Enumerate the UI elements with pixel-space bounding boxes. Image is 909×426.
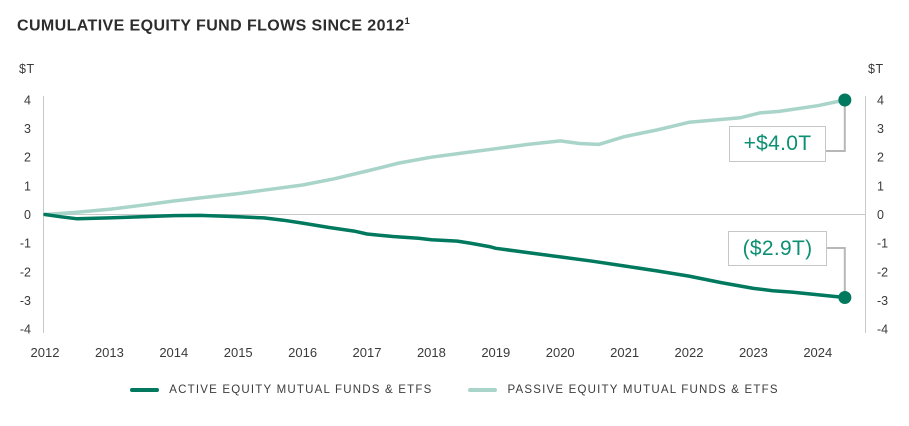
- y-tick-label-right: 2: [877, 151, 884, 165]
- active-series-end-dot: [838, 291, 852, 305]
- y-tick-label-left: 1: [24, 179, 31, 193]
- y-axis-unit-right: $T: [868, 62, 884, 76]
- y-tick-label-right: -4: [877, 323, 888, 337]
- x-tick-label: 2021: [610, 345, 639, 360]
- legend-label-passive: PASSIVE EQUITY MUTUAL FUNDS & ETFS: [507, 384, 779, 396]
- y-tick-label-left: 3: [24, 122, 31, 136]
- passive-endpoint-callout: +$4.0T: [729, 126, 826, 162]
- passive-series-line: [43, 98, 847, 217]
- y-tick-label-right: -2: [877, 265, 888, 279]
- x-tick-label: 2012: [31, 345, 60, 360]
- chart-title-text: CUMULATIVE EQUITY FUND FLOWS SINCE 2012: [17, 17, 405, 35]
- passive-callout-connector: [826, 99, 846, 152]
- active-series-line: [43, 212, 847, 300]
- x-tick-label: 2023: [739, 345, 768, 360]
- passive-series-end-dot: [838, 93, 852, 107]
- x-tick-label: 2019: [481, 345, 510, 360]
- y-tick-label-left: -3: [20, 294, 31, 308]
- active-endpoint-callout: ($2.9T): [728, 231, 827, 266]
- x-tick-label: 2024: [803, 345, 832, 360]
- chart-title: CUMULATIVE EQUITY FUND FLOWS SINCE 20121: [17, 16, 410, 35]
- y-tick-label-left: -4: [20, 323, 31, 337]
- active-callout-connector: [827, 247, 846, 298]
- x-tick-label: 2017: [353, 345, 382, 360]
- legend: ACTIVE EQUITY MUTUAL FUNDS & ETFS PASSIV…: [0, 384, 909, 396]
- y-axis-unit-left: $T: [19, 62, 35, 76]
- x-tick-label: 2014: [159, 345, 188, 360]
- y-tick-label-right: -3: [877, 294, 888, 308]
- footnote-marker: 1: [404, 16, 411, 27]
- passive-series-swatch-icon: [468, 387, 498, 393]
- y-tick-label-left: 2: [24, 151, 31, 165]
- y-tick-label-right: 3: [877, 122, 884, 136]
- y-tick-label-left: 0: [24, 208, 31, 222]
- y-tick-label-left: 4: [24, 93, 31, 107]
- x-tick-label: 2020: [546, 345, 575, 360]
- x-tick-label: 2016: [288, 345, 317, 360]
- x-tick-label: 2013: [95, 345, 124, 360]
- y-tick-label-right: -1: [877, 237, 888, 251]
- active-endpoint-value: ($2.9T): [742, 236, 813, 260]
- passive-endpoint-value: +$4.0T: [743, 132, 812, 155]
- legend-item-passive: PASSIVE EQUITY MUTUAL FUNDS & ETFS: [468, 384, 778, 396]
- y-tick-label-left: -1: [20, 237, 31, 251]
- y-tick-label-right: 4: [877, 93, 884, 107]
- y-tick-label-right: 1: [877, 179, 884, 193]
- legend-label-active: ACTIVE EQUITY MUTUAL FUNDS & ETFS: [169, 384, 433, 396]
- y-tick-label-right: 0: [877, 208, 884, 222]
- x-tick-label: 2018: [417, 345, 446, 360]
- active-series-swatch-icon: [130, 387, 160, 393]
- y-tick-label-left: -2: [20, 265, 31, 279]
- x-tick-label: 2022: [675, 345, 704, 360]
- x-tick-label: 2015: [224, 345, 253, 360]
- legend-item-active: ACTIVE EQUITY MUTUAL FUNDS & ETFS: [130, 384, 432, 396]
